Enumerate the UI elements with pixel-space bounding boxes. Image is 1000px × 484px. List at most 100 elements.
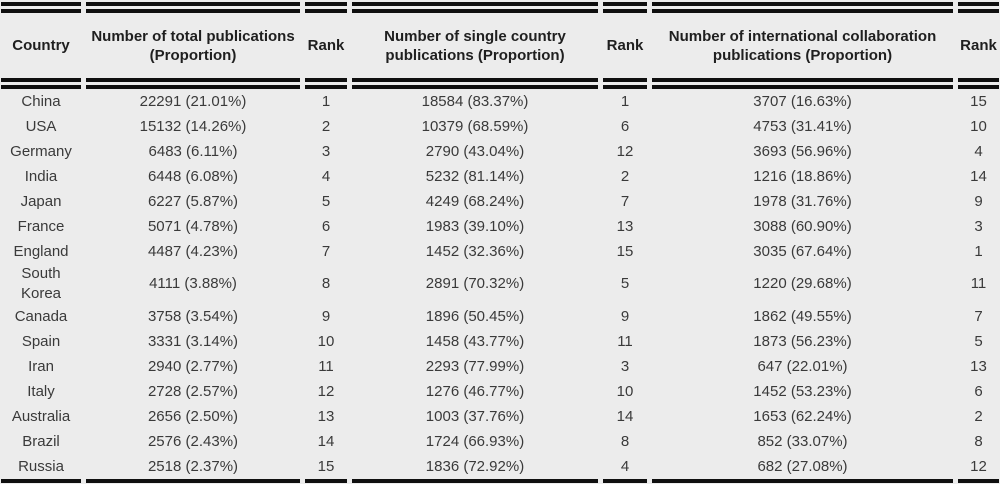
cell-single: 4249 (68.24%): [425, 192, 525, 210]
cell-total-rank: 7: [321, 242, 331, 260]
cell-total-rank: 13: [317, 407, 335, 425]
cell-intl: 852 (33.07%): [757, 432, 848, 450]
cell-single: 5232 (81.14%): [425, 167, 525, 185]
cell-total-rank: 9: [321, 307, 331, 325]
cell-total-rank: 8: [321, 275, 331, 292]
cell-intl-rank: 7: [974, 307, 983, 325]
cell-single: 1276 (46.77%): [425, 382, 525, 400]
cell-total-rank: 6: [321, 217, 331, 235]
cell-intl-rank: 11: [970, 275, 987, 292]
table-row: France 5071 (4.78%) 6 1983 (39.10%) 13 3…: [1, 214, 999, 239]
cell-total: 2576 (2.43%): [147, 432, 239, 450]
cell-intl-rank: 6: [974, 382, 983, 400]
cell-total: 5071 (4.78%): [147, 217, 239, 235]
table-row: England 4487 (4.23%) 7 1452 (32.36%) 15 …: [1, 239, 999, 264]
cell-single-rank: 7: [620, 192, 630, 210]
cell-country: Italy: [27, 382, 55, 400]
cell-intl: 1873 (56.23%): [753, 332, 852, 350]
table-row: Canada 3758 (3.54%) 9 1896 (50.45%) 9 18…: [1, 304, 999, 329]
cell-total-rank: 1: [321, 92, 331, 110]
cell-country: Brazil: [22, 432, 60, 450]
cell-intl-rank: 8: [974, 432, 983, 450]
cell-single-rank: 11: [617, 332, 633, 350]
cell-total: 2656 (2.50%): [147, 407, 239, 425]
cell-total: 3758 (3.54%): [147, 307, 239, 325]
table-row: Spain 3331 (3.14%) 10 1458 (43.77%) 11 1…: [1, 329, 999, 354]
cell-single: 1003 (37.76%): [425, 407, 525, 425]
cell-total-rank: 11: [318, 357, 334, 375]
cell-total: 22291 (21.01%): [139, 92, 247, 110]
cell-single: 2790 (43.04%): [425, 142, 525, 160]
cell-intl: 3035 (67.64%): [753, 242, 852, 260]
cell-single: 1724 (66.93%): [425, 432, 525, 450]
cell-total-rank: 10: [317, 332, 335, 350]
cell-single: 1452 (32.36%): [425, 242, 525, 260]
cell-intl-rank: 14: [970, 167, 987, 185]
cell-intl: 1216 (18.86%): [753, 167, 852, 185]
cell-total: 6483 (6.11%): [148, 142, 238, 160]
cell-intl: 1862 (49.55%): [753, 307, 852, 325]
table-row: Russia 2518 (2.37%) 15 1836 (72.92%) 4 6…: [1, 454, 999, 484]
cell-total: 4111 (3.88%): [149, 275, 237, 292]
cell-single-rank: 3: [620, 357, 630, 375]
cell-intl: 647 (22.01%): [757, 357, 848, 375]
cell-intl-rank: 13: [970, 357, 987, 375]
cell-intl-rank: 4: [974, 142, 983, 160]
cell-intl-rank: 3: [974, 217, 983, 235]
table-row: Brazil 2576 (2.43%) 14 1724 (66.93%) 8 8…: [1, 429, 999, 454]
cell-total: 6227 (5.87%): [147, 192, 239, 210]
cell-total: 3331 (3.14%): [147, 332, 239, 350]
table-row: India 6448 (6.08%) 4 5232 (81.14%) 2 121…: [1, 164, 999, 189]
cell-intl: 4753 (31.41%): [753, 117, 852, 135]
cell-country: USA: [25, 117, 57, 135]
cell-single-rank: 5: [620, 275, 630, 292]
table-row: USA 15132 (14.26%) 2 10379 (68.59%) 6 47…: [1, 114, 999, 139]
col-header-total-rank: Rank: [305, 2, 347, 89]
cell-single-rank: 9: [620, 307, 630, 325]
cell-intl: 3693 (56.96%): [753, 142, 852, 160]
cell-country: Japan: [20, 192, 62, 210]
cell-intl: 1653 (62.24%): [753, 407, 852, 425]
cell-single-rank: 8: [620, 432, 630, 450]
header-row: Country Number of total publications (Pr…: [1, 2, 999, 89]
cell-intl: 1220 (29.68%): [753, 275, 852, 292]
cell-single: 1836 (72.92%): [352, 454, 598, 484]
cell-intl-rank: 12: [958, 454, 999, 484]
cell-country: France: [17, 217, 65, 235]
cell-total: 2940 (2.77%): [147, 357, 239, 375]
table-row: Japan 6227 (5.87%) 5 4249 (68.24%) 7 197…: [1, 189, 999, 214]
cell-single-rank: 2: [620, 167, 630, 185]
cell-total-rank: 12: [317, 382, 335, 400]
cell-total: 4487 (4.23%): [147, 242, 239, 260]
cell-intl-rank: 1: [974, 242, 983, 260]
table-row: Germany 6483 (6.11%) 3 2790 (43.04%) 12 …: [1, 139, 999, 164]
col-header-country: Country: [1, 2, 81, 89]
cell-country: Canada: [14, 307, 68, 325]
cell-single-rank: 10: [616, 382, 634, 400]
col-header-international-rank: Rank: [958, 2, 999, 89]
cell-single: 10379 (68.59%): [421, 117, 529, 135]
cell-single: 18584 (83.37%): [421, 92, 529, 110]
cell-single: 1983 (39.10%): [425, 217, 525, 235]
cell-single: 2293 (77.99%): [425, 357, 525, 375]
cell-country: Australia: [11, 407, 71, 425]
cell-intl: 682 (27.08%): [652, 454, 953, 484]
cell-total-rank: 3: [321, 142, 331, 160]
cell-country: China: [21, 92, 61, 110]
cell-single-rank: 14: [616, 407, 634, 425]
table-row: China 22291 (21.01%) 1 18584 (83.37%) 1 …: [1, 89, 999, 114]
cell-country: Spain: [21, 332, 61, 350]
cell-total-rank: 14: [317, 432, 335, 450]
cell-intl: 3707 (16.63%): [753, 92, 852, 110]
cell-country: Iran: [28, 357, 54, 375]
cell-intl-rank: 9: [974, 192, 983, 210]
cell-total: 15132 (14.26%): [139, 117, 247, 135]
cell-intl-rank: 5: [974, 332, 983, 350]
cell-single-rank: 13: [616, 217, 634, 235]
cell-total-rank: 5: [321, 192, 331, 210]
cell-intl: 1978 (31.76%): [753, 192, 852, 210]
col-header-international-publications: Number of international collaboration pu…: [652, 2, 953, 89]
cell-intl-rank: 10: [970, 117, 987, 135]
table-row: Italy 2728 (2.57%) 12 1276 (46.77%) 10 1…: [1, 379, 999, 404]
